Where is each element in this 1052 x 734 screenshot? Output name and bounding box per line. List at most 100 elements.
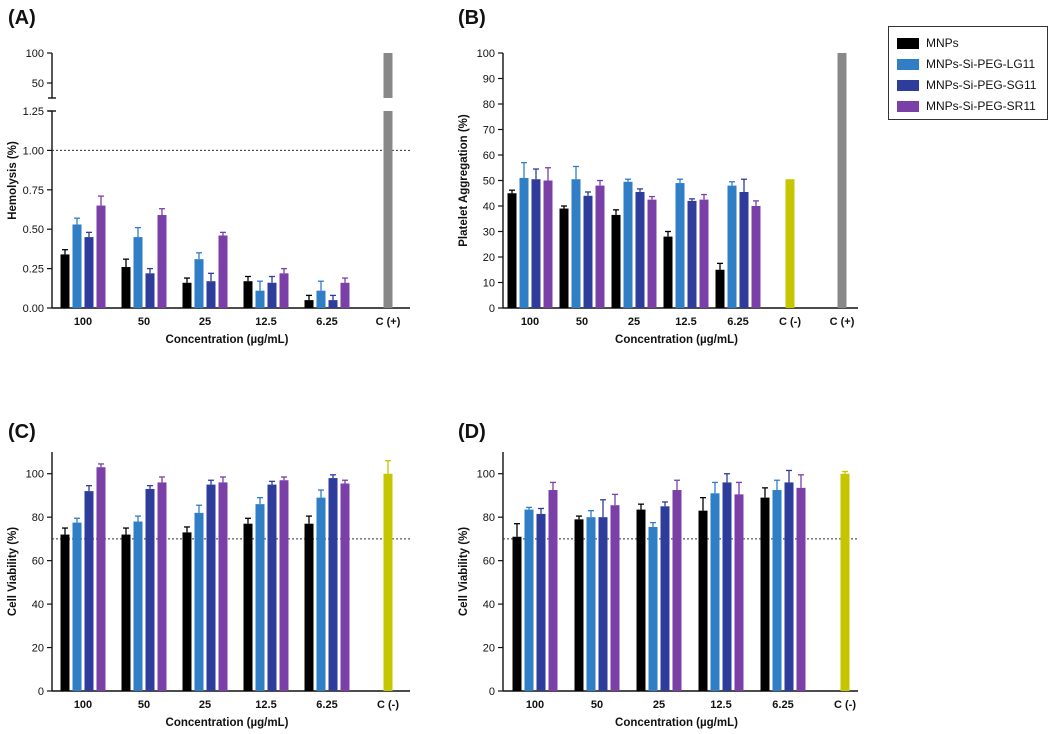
bar	[182, 282, 192, 308]
y-tick-label: 1.25	[23, 106, 44, 118]
y-axis-title: Cell Viability (%)	[458, 527, 470, 616]
legend-label: MNPs-Si-PEG-SR11	[926, 99, 1036, 113]
x-tick-label: 12.5	[255, 699, 276, 711]
x-axis-title: Concentration (µg/mL)	[615, 717, 738, 729]
y-tick-label: 0.50	[23, 224, 44, 236]
x-tick-label: 50	[138, 699, 150, 711]
y-tick-label: 40	[32, 599, 44, 611]
bar	[328, 300, 338, 308]
x-tick-label: 6.25	[727, 316, 748, 328]
x-tick-label: 12.5	[255, 316, 276, 328]
y-tick-label: 100	[477, 48, 495, 60]
panel-label: (A)	[8, 7, 36, 29]
bar	[145, 488, 155, 691]
x-tick-label: C (-)	[779, 316, 801, 328]
y-tick-label: 50	[483, 176, 495, 188]
x-tick-label: 100	[521, 316, 539, 328]
bar	[383, 53, 393, 98]
bar	[267, 282, 277, 308]
bar	[675, 183, 685, 308]
x-tick-label: 6.25	[772, 699, 793, 711]
bar	[785, 179, 795, 308]
bar	[512, 536, 522, 691]
x-tick-label: C (-)	[834, 699, 856, 711]
bar	[206, 484, 216, 691]
x-tick-label: 6.25	[316, 316, 337, 328]
bar	[687, 200, 697, 308]
y-tick-label: 100	[26, 48, 44, 60]
bar	[340, 483, 350, 691]
y-tick-label: 60	[483, 556, 495, 568]
y-tick-label: 40	[483, 201, 495, 213]
bar	[60, 534, 70, 691]
legend-entry: MNPs-Si-PEG-SR11	[897, 98, 1036, 114]
y-tick-label: 0	[38, 686, 44, 698]
y-tick-label: 80	[483, 99, 495, 111]
bar	[279, 480, 289, 691]
bar	[182, 532, 192, 691]
bar	[734, 494, 744, 691]
bar	[648, 526, 658, 691]
y-tick-label: 0.75	[23, 185, 44, 197]
y-tick-label: 1.00	[23, 145, 44, 157]
bar	[255, 504, 265, 691]
x-axis-title: Concentration (µg/mL)	[166, 717, 289, 729]
x-tick-label: 25	[199, 699, 211, 711]
legend-swatch	[897, 79, 919, 91]
x-tick-label: 25	[653, 699, 665, 711]
chart-panel: (A) 0.00 0.25 0.50 0.75 1.00 1.25 50 100 Hemolysi…	[7, 7, 410, 346]
y-tick-label: 0	[489, 686, 495, 698]
bar	[255, 290, 265, 308]
y-tick-label: 80	[32, 512, 44, 524]
bar	[571, 179, 581, 308]
bar	[536, 513, 546, 691]
bar	[672, 490, 682, 691]
bar	[60, 254, 70, 308]
bar	[121, 267, 131, 308]
bar	[647, 199, 657, 308]
y-tick-label: 40	[483, 599, 495, 611]
bar	[194, 259, 204, 308]
bar	[279, 273, 289, 308]
y-tick-label: 100	[26, 469, 44, 481]
y-tick-label: 90	[483, 74, 495, 86]
bar	[595, 185, 605, 308]
bar	[715, 269, 725, 308]
y-tick-label: 60	[32, 556, 44, 568]
bar	[663, 236, 673, 308]
bar	[699, 199, 709, 308]
bar	[133, 237, 143, 308]
x-tick-label: 12.5	[675, 316, 696, 328]
y-tick-label: 10	[483, 278, 495, 290]
bar	[383, 473, 393, 691]
bar	[519, 177, 529, 308]
legend-entry: MNPs-Si-PEG-SG11	[897, 77, 1036, 93]
legend-label: MNPs-Si-PEG-LG11	[926, 57, 1036, 71]
bar	[304, 523, 314, 691]
bar	[157, 482, 167, 691]
bar	[218, 235, 228, 308]
bar	[507, 193, 517, 308]
bar	[548, 490, 558, 691]
bar	[267, 484, 277, 691]
bar	[206, 281, 216, 308]
bar	[194, 512, 204, 691]
x-tick-label: C (+)	[830, 316, 855, 328]
bar	[772, 490, 782, 691]
bar	[660, 506, 670, 691]
y-axis-title: Cell Viability (%)	[7, 527, 19, 616]
bar	[218, 482, 228, 691]
bar	[610, 505, 620, 691]
y-tick-label: 0.00	[23, 303, 44, 315]
bar	[784, 482, 794, 691]
bar	[739, 191, 749, 308]
bar	[316, 497, 326, 691]
bar	[72, 522, 82, 691]
panel-label: (B)	[458, 7, 486, 29]
bar	[636, 509, 646, 691]
chart-panel: (D) 0 20 40 60 80 100 Cell Viability (%) Concent…	[458, 421, 858, 729]
bar	[583, 195, 593, 308]
bar	[243, 523, 253, 691]
bar	[157, 215, 167, 308]
